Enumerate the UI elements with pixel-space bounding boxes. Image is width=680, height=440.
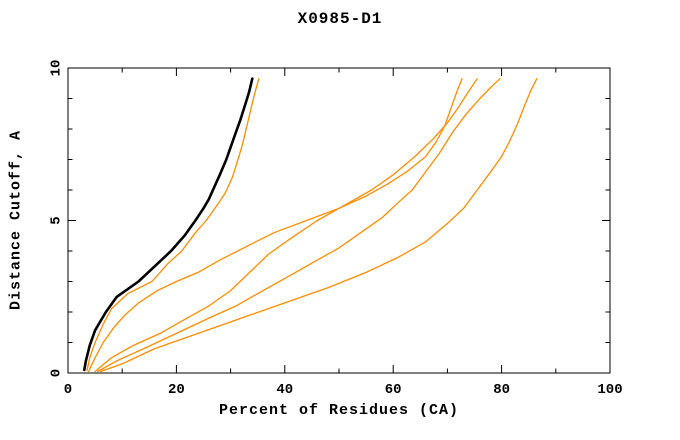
x-tick-label: 100 <box>597 382 622 398</box>
x-tick-label: 80 <box>493 382 510 398</box>
y-tick-label: 0 <box>49 369 65 377</box>
y-axis-label: Distance Cutoff, A <box>7 129 25 311</box>
chart-title: X0985-D1 <box>297 10 383 28</box>
x-tick-label: 40 <box>276 382 293 398</box>
plot-border <box>67 67 611 374</box>
curve-prediction-2 <box>87 78 463 373</box>
curve-reference-model <box>83 77 254 372</box>
curve-prediction-1 <box>86 78 260 372</box>
curve-prediction-3 <box>94 78 478 373</box>
y-tick-label: 5 <box>49 216 65 224</box>
x-axis-label: Percent of Residues (CA) <box>218 402 460 419</box>
x-tick-label: 60 <box>385 382 402 398</box>
y-tick-label: 10 <box>49 60 65 77</box>
curve-prediction-4 <box>97 78 501 373</box>
curve-prediction-5 <box>99 78 538 373</box>
x-tick-label: 0 <box>64 382 72 398</box>
x-tick-label: 20 <box>168 382 185 398</box>
